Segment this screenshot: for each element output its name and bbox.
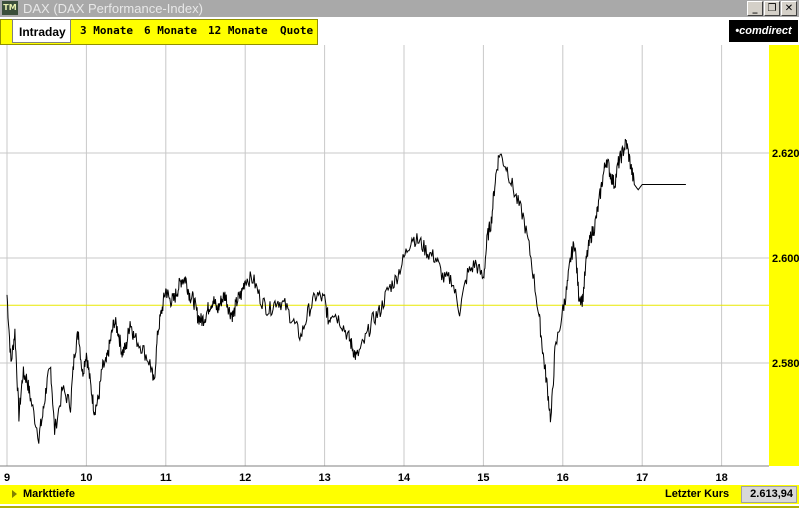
y-tick-label: 2.620	[772, 148, 799, 160]
app-icon: TM	[2, 1, 18, 15]
chart-area	[0, 45, 769, 466]
close-button[interactable]: ✕	[781, 1, 797, 16]
y-tick-label: 2.600	[772, 253, 799, 265]
x-tick-label: 14	[398, 472, 411, 484]
tab-quote[interactable]: Quote	[280, 24, 314, 37]
x-tick-label: 13	[318, 472, 330, 484]
tab-6-monate[interactable]: 6 Monate	[144, 24, 197, 37]
tab-intraday[interactable]: Intraday	[12, 19, 71, 43]
window-title: DAX (DAX Performance-Index)	[23, 1, 203, 16]
x-tick-label: 16	[557, 472, 569, 484]
y-axis-strip	[769, 45, 799, 466]
y-tick-label: 2.580	[772, 358, 799, 370]
x-tick-label: 15	[477, 472, 489, 484]
last-price-label: Letzter Kurs	[665, 488, 730, 500]
tab-3-monate[interactable]: 3 Monate	[80, 24, 133, 37]
x-tick-label: 9	[4, 472, 10, 484]
tab-12-monate[interactable]: 12 Monate	[208, 24, 268, 37]
x-tick-label: 18	[715, 472, 727, 484]
last-price-value: 2.613,94	[741, 486, 797, 503]
x-tick-label: 17	[636, 472, 648, 484]
restore-button[interactable]: ❐	[764, 1, 780, 16]
minimize-button[interactable]: _	[747, 1, 763, 16]
footer-bar	[0, 485, 799, 504]
comdirect-logo: •comdirect	[729, 20, 798, 42]
series-line	[6, 138, 686, 444]
bottom-strip	[0, 506, 799, 514]
title-bar: TM DAX (DAX Performance-Index) _ ❐ ✕	[0, 0, 799, 17]
markttiefe-link[interactable]: Markttiefe	[23, 488, 75, 500]
x-tick-label: 10	[80, 472, 92, 484]
x-tick-label: 11	[160, 472, 172, 484]
triangle-right-icon[interactable]	[12, 490, 17, 498]
x-tick-label: 12	[239, 472, 251, 484]
